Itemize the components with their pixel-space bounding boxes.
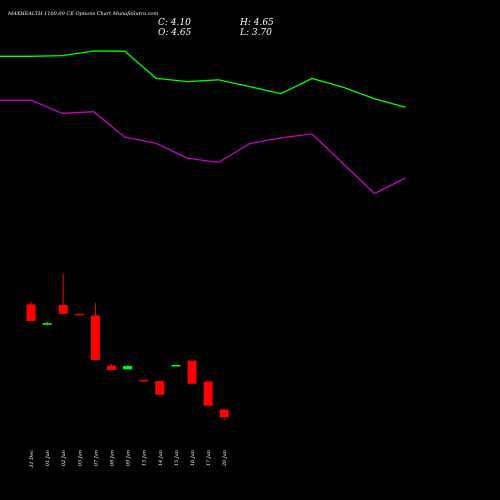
x-tick-label: 16 Jan <box>190 450 196 466</box>
x-tick-label: 01 Jan <box>45 450 51 466</box>
open-value: O: 4.65 <box>158 28 192 38</box>
candle-body <box>42 323 52 325</box>
x-tick-label: 20 Jan <box>222 450 228 467</box>
lower-line-series <box>0 99 406 195</box>
candle-body <box>203 381 213 406</box>
upper-line-series <box>0 50 406 108</box>
candle-body <box>26 304 36 321</box>
x-tick-label: 03 Jan <box>77 450 83 466</box>
candle-body <box>74 313 84 316</box>
x-tick-label: 07 Jan <box>93 450 99 466</box>
candle-body <box>219 409 229 418</box>
candle-body <box>187 360 197 384</box>
x-tick-label: 09 Jan <box>126 450 132 466</box>
chart-title: MAXHEALTH 1160.00 CE Options Chart Munaf… <box>8 11 159 17</box>
candle-body <box>139 379 149 382</box>
candle-body <box>171 365 181 367</box>
close-value: C: 4.10 <box>158 18 191 28</box>
x-tick-label: 14 Jan <box>158 450 164 466</box>
x-tick-label: 02 Jan <box>61 450 67 466</box>
candle-body <box>58 305 68 314</box>
x-tick-label: 17 Jan <box>206 450 212 466</box>
x-tick-label: 13 Jan <box>142 450 148 466</box>
candle-body <box>90 315 100 361</box>
candle-body <box>123 366 133 370</box>
x-tick-label: 08 Jan <box>110 450 116 466</box>
low-value: L: 3.70 <box>240 28 272 38</box>
high-value: H: 4.65 <box>240 18 274 28</box>
candle-body <box>107 365 116 370</box>
x-tick-label: 31 Dec <box>29 450 35 468</box>
candle-body <box>155 380 165 395</box>
x-tick-label: 15 Jan <box>174 450 180 466</box>
